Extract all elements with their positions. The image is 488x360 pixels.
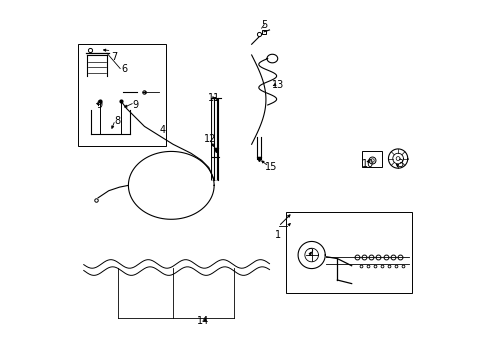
- Text: 8: 8: [114, 116, 121, 126]
- Bar: [78, 44, 165, 146]
- Text: 6: 6: [122, 64, 128, 74]
- Text: 15: 15: [264, 162, 277, 172]
- Text: 11: 11: [207, 93, 220, 103]
- Text: 5: 5: [261, 19, 267, 30]
- Text: 12: 12: [204, 134, 216, 144]
- Text: 9: 9: [97, 100, 102, 110]
- Text: 2: 2: [307, 248, 313, 258]
- Text: 10: 10: [361, 159, 373, 169]
- Text: 3: 3: [396, 159, 402, 169]
- Text: 7: 7: [111, 52, 117, 62]
- Text: 14: 14: [197, 316, 209, 326]
- Text: 9: 9: [132, 100, 138, 110]
- Text: 13: 13: [272, 80, 284, 90]
- Bar: [285, 212, 411, 293]
- Text: 4: 4: [159, 125, 165, 135]
- Bar: [362, 152, 381, 167]
- Text: 1: 1: [275, 230, 281, 240]
